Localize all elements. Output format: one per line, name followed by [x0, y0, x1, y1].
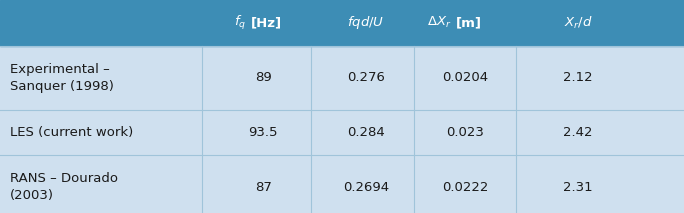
Text: $X_r/d$: $X_r/d$ [564, 15, 592, 31]
Text: 2.31: 2.31 [563, 181, 593, 194]
Text: $f_q$: $f_q$ [234, 14, 246, 32]
Text: 2.42: 2.42 [563, 126, 593, 139]
Text: 93.5: 93.5 [248, 126, 278, 139]
Text: $fqd/U$: $fqd/U$ [347, 14, 384, 31]
Text: 0.023: 0.023 [446, 126, 484, 139]
Text: 89: 89 [255, 71, 272, 84]
Bar [0, 0, 684, 46]
Text: $\Delta X_r$: $\Delta X_r$ [427, 15, 451, 30]
Text: 0.284: 0.284 [347, 126, 385, 139]
Text: 0.0222: 0.0222 [442, 181, 488, 194]
Text: 2.12: 2.12 [563, 71, 593, 84]
Text: RANS – Dourado
(2003): RANS – Dourado (2003) [10, 173, 118, 202]
Text: 0.0204: 0.0204 [442, 71, 488, 84]
Text: Experimental –
Sanquer (1998): Experimental – Sanquer (1998) [10, 63, 114, 93]
Text: 87: 87 [255, 181, 272, 194]
Text: 0.2694: 0.2694 [343, 181, 389, 194]
Text: LES (current work): LES (current work) [10, 126, 133, 139]
Text: [Hz]: [Hz] [251, 16, 282, 29]
Text: 0.276: 0.276 [347, 71, 385, 84]
Text: [m]: [m] [456, 16, 482, 29]
